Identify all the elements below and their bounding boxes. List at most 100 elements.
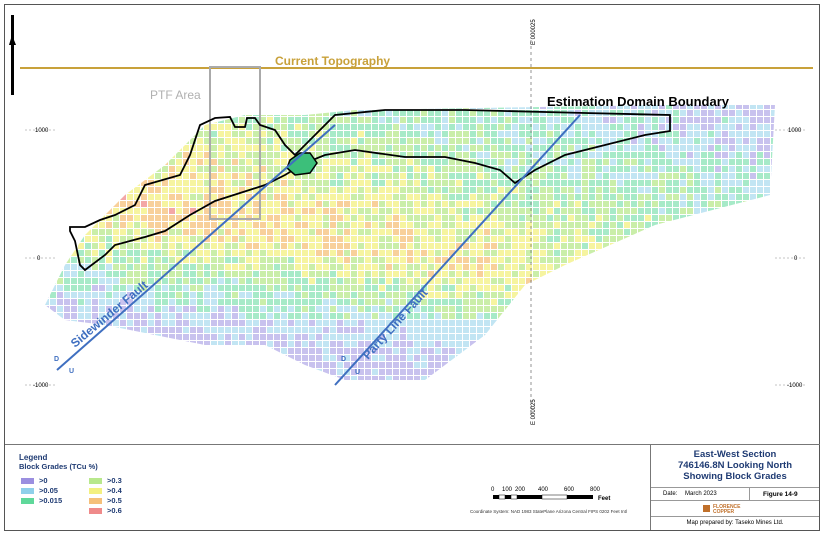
grade-block bbox=[519, 236, 525, 242]
grade-block bbox=[127, 369, 133, 375]
grade-block bbox=[722, 320, 728, 326]
grade-block bbox=[204, 145, 210, 151]
grade-block bbox=[246, 222, 252, 228]
grade-block bbox=[470, 348, 476, 354]
grade-block bbox=[50, 243, 56, 249]
grade-block bbox=[309, 138, 315, 144]
grade-block bbox=[316, 208, 322, 214]
grade-block bbox=[365, 341, 371, 347]
grade-block bbox=[470, 264, 476, 270]
grade-block bbox=[645, 166, 651, 172]
grade-block bbox=[393, 271, 399, 277]
grade-block bbox=[344, 131, 350, 137]
grade-block bbox=[260, 166, 266, 172]
grade-block bbox=[631, 257, 637, 263]
grade-block bbox=[127, 362, 133, 368]
grade-block bbox=[407, 348, 413, 354]
grade-block bbox=[491, 159, 497, 165]
grade-block bbox=[218, 180, 224, 186]
grade-block bbox=[204, 299, 210, 305]
grade-block bbox=[610, 348, 616, 354]
grade-block bbox=[659, 369, 665, 375]
grade-block bbox=[64, 110, 70, 116]
grade-block bbox=[85, 138, 91, 144]
grade-block bbox=[253, 236, 259, 242]
grade-block bbox=[358, 208, 364, 214]
grade-block bbox=[442, 313, 448, 319]
grade-block bbox=[365, 229, 371, 235]
grade-block bbox=[169, 229, 175, 235]
grade-block bbox=[141, 355, 147, 361]
grade-block bbox=[617, 264, 623, 270]
grade-block bbox=[449, 222, 455, 228]
grade-block bbox=[162, 236, 168, 242]
grade-block bbox=[253, 362, 259, 368]
grade-block bbox=[722, 362, 728, 368]
grade-block bbox=[148, 117, 154, 123]
grade-block bbox=[421, 208, 427, 214]
grade-block bbox=[134, 131, 140, 137]
grade-block bbox=[274, 187, 280, 193]
grade-block bbox=[134, 145, 140, 151]
grade-block bbox=[533, 131, 539, 137]
grade-block bbox=[134, 285, 140, 291]
grade-block bbox=[162, 320, 168, 326]
grade-block bbox=[470, 110, 476, 116]
grade-block bbox=[344, 271, 350, 277]
grade-block bbox=[162, 334, 168, 340]
grade-block bbox=[757, 250, 763, 256]
grade-block bbox=[337, 201, 343, 207]
grade-block bbox=[407, 187, 413, 193]
grade-block bbox=[498, 250, 504, 256]
grade-block bbox=[260, 271, 266, 277]
grade-block bbox=[120, 243, 126, 249]
grade-block bbox=[505, 201, 511, 207]
grade-block bbox=[722, 138, 728, 144]
grade-block bbox=[540, 299, 546, 305]
grade-block bbox=[603, 105, 609, 109]
grade-block bbox=[239, 341, 245, 347]
grade-block bbox=[715, 257, 721, 263]
grade-block bbox=[442, 341, 448, 347]
grade-block bbox=[470, 362, 476, 368]
grade-block bbox=[673, 355, 679, 361]
grade-block bbox=[764, 236, 770, 242]
grade-block bbox=[575, 271, 581, 277]
grade-block bbox=[575, 362, 581, 368]
grade-block bbox=[92, 229, 98, 235]
grade-block bbox=[624, 194, 630, 200]
grade-block bbox=[736, 159, 742, 165]
grade-block bbox=[477, 131, 483, 137]
grade-block bbox=[673, 222, 679, 228]
grade-block bbox=[211, 341, 217, 347]
grade-block bbox=[722, 166, 728, 172]
grade-block bbox=[288, 215, 294, 221]
grade-block bbox=[281, 138, 287, 144]
grade-block bbox=[323, 292, 329, 298]
grade-block bbox=[659, 320, 665, 326]
grade-block bbox=[218, 138, 224, 144]
grade-block bbox=[694, 327, 700, 333]
grade-block bbox=[183, 166, 189, 172]
grade-block bbox=[715, 299, 721, 305]
grade-block bbox=[218, 341, 224, 347]
grade-block bbox=[309, 180, 315, 186]
grade-block bbox=[45, 250, 49, 256]
grade-block bbox=[701, 376, 707, 380]
grade-block bbox=[71, 257, 77, 263]
grade-block bbox=[323, 313, 329, 319]
grade-block bbox=[561, 376, 567, 380]
grade-block bbox=[365, 124, 371, 130]
grade-block bbox=[519, 341, 525, 347]
grade-block bbox=[666, 208, 672, 214]
grade-block bbox=[673, 299, 679, 305]
grade-block bbox=[701, 285, 707, 291]
grade-block bbox=[463, 334, 469, 340]
grade-block bbox=[659, 306, 665, 312]
grade-block bbox=[274, 166, 280, 172]
grade-block bbox=[281, 110, 287, 116]
grade-block bbox=[743, 110, 749, 116]
grade-block bbox=[330, 110, 336, 116]
grade-block bbox=[561, 313, 567, 319]
grade-block bbox=[365, 173, 371, 179]
